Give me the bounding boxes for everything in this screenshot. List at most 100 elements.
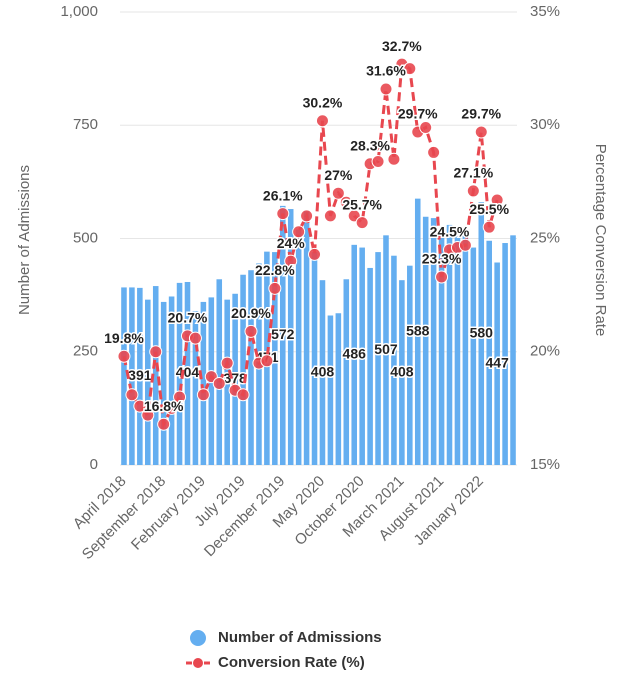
line-point	[196, 388, 210, 402]
bar	[287, 209, 294, 465]
line-value-label: 23.3%	[422, 251, 462, 267]
bar	[200, 301, 207, 465]
line-value-label: 27%	[324, 167, 353, 183]
line-point	[435, 270, 449, 284]
bar-value-label: 486	[343, 346, 367, 362]
line-point	[466, 184, 480, 198]
bar	[407, 265, 413, 465]
y2-tick-label: 35%	[530, 3, 560, 20]
bar	[168, 296, 175, 465]
bar-value-label: 408	[390, 363, 414, 379]
bar	[311, 252, 318, 465]
line-point	[133, 399, 147, 413]
y-tick-label: 250	[73, 343, 98, 360]
bar	[414, 198, 421, 466]
y-tick-label: 1,000	[60, 3, 98, 20]
bar	[351, 244, 358, 465]
y2-axis-title: Percentage Conversion Rate	[592, 144, 609, 337]
y2-tick-label: 15%	[530, 456, 560, 473]
line-point	[371, 154, 385, 168]
bar	[343, 279, 350, 465]
line-point	[308, 247, 322, 261]
bar	[486, 240, 492, 465]
y-tick-label: 500	[73, 229, 98, 246]
legend-marker	[190, 630, 206, 646]
line-value-label: 22.8%	[255, 262, 295, 278]
bar	[295, 229, 302, 465]
line-point	[419, 121, 433, 135]
bar	[232, 293, 238, 465]
line-value-label: 20.9%	[231, 305, 271, 321]
line-point	[188, 331, 202, 345]
line-point	[355, 216, 369, 230]
bar	[121, 287, 127, 465]
bar-value-label: 507	[374, 341, 398, 357]
line-point	[165, 401, 179, 415]
bar	[383, 235, 389, 465]
line-point	[212, 376, 226, 390]
bar	[152, 286, 159, 465]
line-point	[173, 390, 187, 404]
line-value-label: 16.8%	[144, 398, 184, 414]
line-value-label: 31.6%	[366, 63, 406, 79]
bar	[422, 216, 429, 465]
legend-marker	[193, 658, 203, 668]
line-point	[300, 209, 314, 223]
line-point	[276, 207, 290, 221]
line-point	[387, 152, 401, 166]
line-point	[323, 209, 337, 223]
line-value-label: 29.7%	[461, 106, 501, 122]
line-value-label: 19.8%	[104, 330, 144, 346]
bar	[391, 255, 397, 465]
bar	[216, 279, 223, 465]
line-point	[315, 114, 329, 128]
line-value-label: 27.1%	[453, 165, 493, 181]
line-point	[260, 354, 274, 368]
y2-tick-label: 20%	[530, 343, 560, 360]
line-value-label: 20.7%	[168, 310, 208, 326]
legend-label: Conversion Rate (%)	[218, 654, 365, 671]
bar-value-label: 572	[271, 326, 295, 342]
line-point	[403, 62, 417, 76]
line-point	[117, 349, 131, 363]
line-value-label: 25.7%	[342, 196, 382, 212]
bar	[454, 236, 461, 465]
y-tick-label: 0	[90, 456, 98, 473]
line-value-label: 28.3%	[350, 137, 390, 153]
legend-label: Number of Admissions	[218, 629, 382, 646]
bar	[224, 299, 230, 465]
bar	[137, 287, 143, 465]
bar-value-label: 378	[223, 370, 247, 386]
line-point	[379, 82, 393, 96]
line-point	[141, 408, 155, 422]
line-value-label: 30.2%	[303, 94, 343, 110]
line-point	[490, 193, 504, 207]
bar	[176, 282, 183, 465]
line-point	[220, 356, 234, 370]
bar	[430, 218, 437, 465]
line-point	[331, 186, 345, 200]
line-point	[149, 345, 163, 359]
bar	[303, 211, 310, 465]
bar	[438, 233, 445, 465]
line-point	[339, 195, 353, 209]
bar-value-label: 391	[128, 367, 152, 383]
bar	[192, 310, 199, 465]
line-value-label: 26.1%	[263, 187, 303, 203]
bar	[367, 267, 373, 465]
line-point	[125, 388, 139, 402]
line-point	[157, 417, 171, 431]
bar	[129, 287, 135, 465]
line-point	[244, 324, 258, 338]
bar	[184, 281, 191, 465]
line-point	[292, 225, 306, 239]
line-value-label: 25.5%	[469, 201, 509, 217]
bar	[248, 270, 254, 465]
bar-value-label: 447	[485, 354, 509, 370]
bar	[399, 280, 405, 465]
bar	[335, 313, 342, 465]
bar	[502, 243, 508, 465]
bar-value-label: 408	[311, 363, 335, 379]
y-tick-label: 750	[73, 116, 98, 133]
bar	[462, 229, 469, 465]
